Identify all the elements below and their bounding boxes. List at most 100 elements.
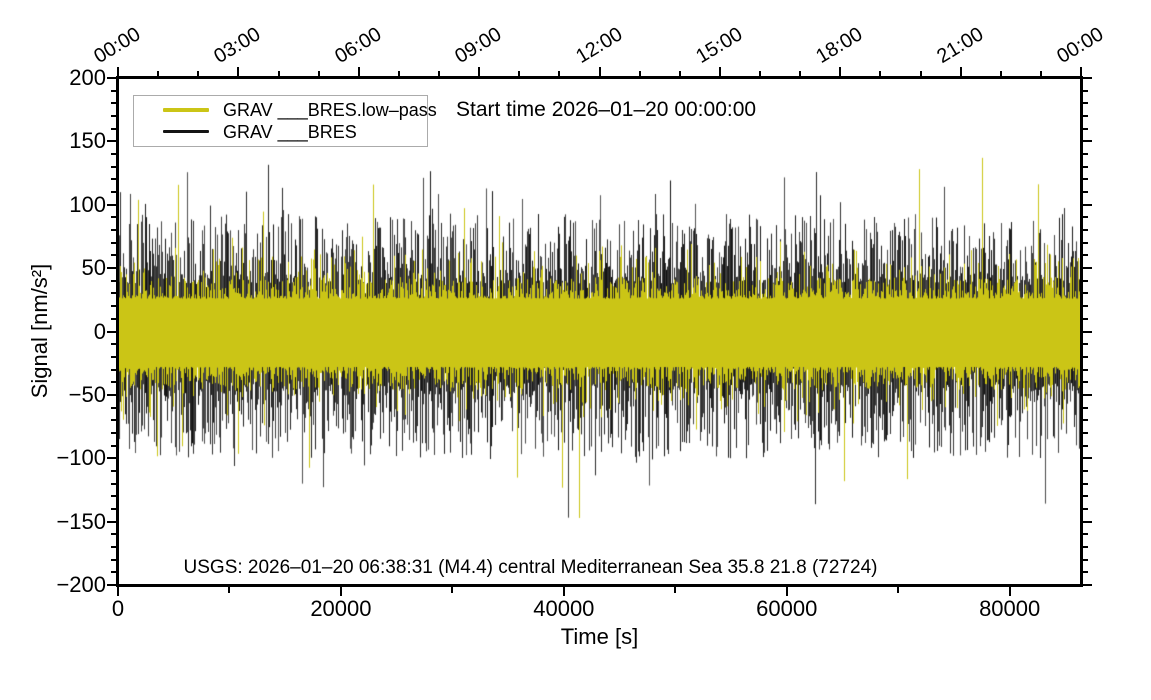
right-axis-major-tick: [1083, 520, 1092, 523]
y-axis-minor-tick: [111, 558, 116, 561]
y-axis-minor-tick: [111, 254, 116, 257]
right-axis-minor-tick: [1083, 216, 1088, 219]
right-axis-major-tick: [1083, 140, 1092, 143]
y-axis-major-tick: [107, 584, 116, 586]
right-axis-minor-tick: [1083, 495, 1088, 498]
top-axis-minor-tick: [277, 71, 280, 76]
right-axis-minor-tick: [1083, 317, 1088, 320]
right-axis-minor-tick: [1083, 355, 1088, 358]
y-axis-minor-tick: [111, 279, 116, 282]
top-axis-minor-tick: [1039, 71, 1042, 76]
x-axis-tick-label: 80000: [979, 596, 1041, 621]
legend-label-lowpass: GRAV ___BRES.low–pass: [223, 100, 437, 120]
top-axis-time-label: 06:00: [330, 23, 386, 68]
top-axis-major-tick: [1080, 67, 1082, 76]
y-axis-minor-tick: [111, 571, 116, 574]
top-axis-time-label: 21:00: [932, 23, 988, 68]
right-axis-minor-tick: [1083, 127, 1088, 130]
right-axis-minor-tick: [1083, 545, 1088, 548]
x-axis-minor-tick: [451, 587, 454, 593]
right-axis-minor-tick: [1083, 89, 1088, 92]
right-axis-minor-tick: [1083, 571, 1088, 574]
top-axis-minor-tick: [317, 71, 320, 76]
right-axis-minor-tick: [1083, 292, 1088, 295]
top-axis-minor-tick: [397, 71, 400, 76]
x-axis-tick-label: 60000: [756, 596, 818, 621]
right-axis-major-tick: [1083, 393, 1092, 396]
right-axis-minor-tick: [1083, 343, 1088, 346]
y-axis-minor-tick: [111, 191, 116, 194]
top-axis-minor-tick: [919, 71, 922, 76]
legend-swatch-lowpass: [163, 108, 209, 112]
right-axis-minor-tick: [1083, 115, 1088, 118]
top-axis-major-tick: [959, 67, 962, 76]
x-axis-major-tick: [339, 587, 342, 596]
y-axis-minor-tick: [111, 165, 116, 168]
top-axis-minor-tick: [638, 71, 641, 76]
right-axis-minor-tick: [1083, 241, 1088, 244]
y-axis-minor-tick: [111, 89, 116, 92]
right-axis-major-tick: [1083, 457, 1092, 460]
right-axis-minor-tick: [1083, 368, 1088, 371]
legend: GRAV ___BRES.low–pass GRAV ___BRES: [133, 95, 437, 147]
right-axis-minor-tick: [1083, 507, 1088, 510]
right-axis-minor-tick: [1083, 406, 1088, 409]
top-axis-major-tick: [718, 67, 721, 76]
y-axis-tick-label: 150: [69, 128, 106, 154]
top-axis-minor-tick: [759, 71, 761, 76]
right-axis-minor-tick: [1083, 431, 1088, 434]
y-axis-minor-tick: [111, 305, 116, 308]
right-axis-major-tick: [1083, 267, 1092, 270]
right-axis-minor-tick: [1083, 254, 1088, 257]
y-axis-minor-tick: [111, 102, 116, 105]
top-axis-time-label: 00:00: [1053, 23, 1108, 68]
right-axis-minor-tick: [1083, 165, 1088, 168]
y-axis-minor-tick: [111, 381, 116, 384]
y-axis-minor-tick: [111, 343, 116, 346]
right-axis-minor-tick: [1083, 153, 1088, 156]
legend-swatch-raw: [163, 130, 209, 133]
y-axis-minor-tick: [111, 368, 116, 371]
y-axis-major-tick: [107, 520, 116, 523]
x-axis-major-tick: [117, 587, 119, 596]
right-axis-minor-tick: [1083, 178, 1088, 181]
y-axis-minor-tick: [111, 292, 116, 295]
top-axis-minor-tick: [999, 71, 1002, 76]
y-axis-minor-tick: [111, 178, 116, 181]
top-axis-major-tick: [357, 67, 360, 76]
right-axis-minor-tick: [1083, 229, 1088, 232]
x-axis-major-tick: [1008, 587, 1011, 596]
y-axis-minor-tick: [111, 545, 116, 548]
x-axis-major-tick: [562, 587, 565, 596]
y-axis-major-tick: [107, 457, 116, 460]
top-axis-minor-tick: [197, 71, 200, 76]
top-axis-minor-tick: [157, 71, 160, 76]
right-axis-minor-tick: [1083, 102, 1088, 105]
y-axis-tick-label: −50: [68, 381, 106, 407]
y-axis-minor-tick: [111, 229, 116, 232]
y-axis-minor-tick: [111, 317, 116, 320]
y-axis-minor-tick: [111, 406, 116, 409]
top-axis-major-tick: [237, 67, 240, 76]
right-axis-minor-tick: [1083, 191, 1088, 194]
y-axis-major-tick: [107, 330, 116, 333]
y-axis-tick-label: −200: [56, 572, 106, 597]
right-axis-minor-tick: [1083, 444, 1088, 447]
y-axis-minor-tick: [111, 495, 116, 498]
top-axis-major-tick: [478, 67, 481, 76]
right-axis-major-tick: [1083, 77, 1092, 79]
x-axis-label: Time [s]: [560, 624, 639, 649]
right-axis-minor-tick: [1083, 482, 1088, 485]
right-axis-minor-tick: [1083, 558, 1088, 561]
top-axis-minor-tick: [518, 71, 521, 76]
y-axis-minor-tick: [111, 355, 116, 358]
y-axis-major-tick: [107, 77, 116, 79]
right-axis-minor-tick: [1083, 533, 1088, 536]
y-axis-minor-tick: [111, 115, 116, 118]
waveform-canvas: [118, 78, 1081, 585]
event-annotation: USGS: 2026–01–20 06:38:31 (M4.4) central…: [183, 557, 878, 578]
y-axis-major-tick: [107, 267, 116, 270]
y-axis-minor-tick: [111, 507, 116, 510]
y-axis-label: Signal [nm/s²]: [27, 263, 52, 399]
y-axis-tick-label: 0: [93, 318, 106, 344]
